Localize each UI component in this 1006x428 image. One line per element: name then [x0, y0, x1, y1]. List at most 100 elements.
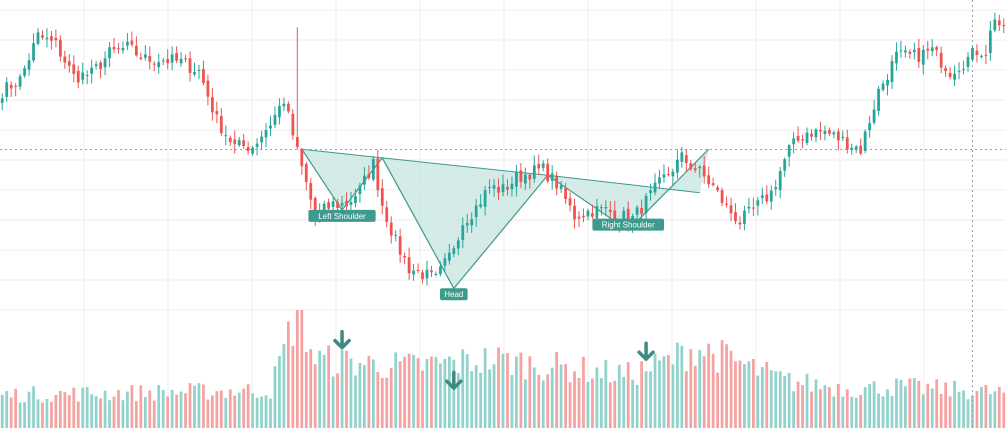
candle-body — [439, 266, 442, 275]
volume-bar — [157, 385, 161, 428]
candle-body — [313, 197, 317, 216]
volume-bar — [9, 397, 13, 428]
pattern-label-text: Left Shoulder — [318, 212, 366, 221]
pattern-label-background — [308, 209, 376, 222]
volume-bar — [32, 386, 35, 428]
volume-bar — [769, 370, 773, 428]
head-arrow-icon — [445, 370, 463, 390]
candle-body — [371, 159, 375, 180]
candle-body — [948, 72, 952, 77]
candle-body — [787, 145, 791, 157]
candle-body — [488, 187, 491, 189]
volume-bar — [197, 383, 201, 428]
candle-body — [899, 50, 903, 52]
candle-body — [331, 201, 335, 207]
volume-bar — [81, 387, 85, 428]
volume-bar — [693, 365, 697, 428]
left-shoulder-arrow-icon — [333, 329, 351, 350]
volume-bar — [430, 356, 433, 428]
volume-bar — [819, 389, 822, 428]
volume-bar — [474, 365, 478, 428]
candle-body — [170, 54, 174, 63]
candle-body — [108, 47, 111, 59]
candle-body — [322, 203, 326, 213]
volume-bar — [640, 361, 643, 428]
candle-body — [863, 131, 867, 151]
candle-body — [649, 190, 652, 193]
arrow-head — [333, 338, 351, 350]
volume-bar — [45, 398, 49, 428]
volume-bar — [416, 358, 420, 428]
candle-body — [501, 184, 505, 193]
candle-body — [300, 149, 304, 167]
volume-bar — [67, 395, 71, 428]
volume-bar — [658, 360, 661, 428]
candle-body — [711, 183, 715, 186]
candle-body — [380, 188, 384, 206]
volume-bar — [269, 398, 272, 428]
volume-bar — [886, 389, 889, 428]
candle-body — [309, 183, 313, 200]
volume-bar — [130, 385, 134, 428]
volume-bar — [711, 353, 715, 428]
volume-bar — [488, 369, 491, 428]
candle-body — [881, 83, 885, 90]
candle-body — [287, 103, 290, 112]
volume-bar — [394, 352, 398, 428]
candle-body — [345, 200, 348, 207]
candle-body — [465, 223, 469, 226]
volume-bar — [506, 353, 509, 428]
candle-body — [980, 55, 983, 57]
volume-bar — [859, 394, 863, 428]
candle-body — [698, 166, 702, 169]
volume-bar — [912, 378, 916, 428]
volume-bar — [1002, 392, 1006, 428]
volume-bar — [349, 358, 353, 428]
candle-body — [854, 146, 858, 150]
volume-bar — [412, 354, 415, 428]
pattern-label-background — [440, 288, 468, 301]
volume-bar — [112, 396, 116, 428]
candle-body — [971, 48, 974, 60]
candle-body — [707, 175, 711, 185]
candle-body — [184, 58, 187, 60]
candle-body — [599, 207, 603, 209]
volume-bar — [595, 367, 599, 428]
volume-bar — [72, 387, 76, 428]
candle-body — [582, 215, 585, 218]
candle-body — [134, 45, 138, 56]
volume-bar — [559, 364, 563, 428]
candle-body — [984, 54, 988, 56]
candle-body — [653, 182, 657, 193]
volume-bar — [327, 345, 331, 428]
volume-bar — [684, 371, 688, 428]
volume-bar — [841, 396, 845, 428]
candle-body — [810, 133, 813, 137]
candle-body — [210, 97, 214, 113]
volume-bar — [385, 377, 389, 428]
volume-bar — [465, 354, 469, 428]
volume-bar — [300, 310, 304, 428]
volume-bar — [126, 391, 129, 428]
volume-bar — [635, 384, 639, 428]
volume-bar — [398, 361, 402, 428]
volume-bar — [523, 379, 527, 428]
candle-body — [197, 70, 201, 72]
volume-bar — [175, 394, 178, 428]
candle-body — [904, 50, 907, 53]
candle-body — [689, 163, 693, 169]
candle-body — [430, 270, 433, 273]
candle-body — [58, 39, 62, 57]
pattern-label-text: Head — [444, 290, 463, 299]
volume-bar — [421, 370, 424, 428]
candle-body — [67, 61, 71, 66]
volume-bar — [568, 382, 572, 428]
volume-bar — [675, 342, 679, 428]
candle-body — [425, 269, 429, 279]
candle-body — [912, 49, 916, 53]
candle-body — [264, 130, 268, 138]
volume-bar — [179, 391, 183, 428]
volume-bar — [425, 359, 429, 428]
candle-body — [228, 137, 232, 143]
candle-body — [340, 203, 344, 206]
